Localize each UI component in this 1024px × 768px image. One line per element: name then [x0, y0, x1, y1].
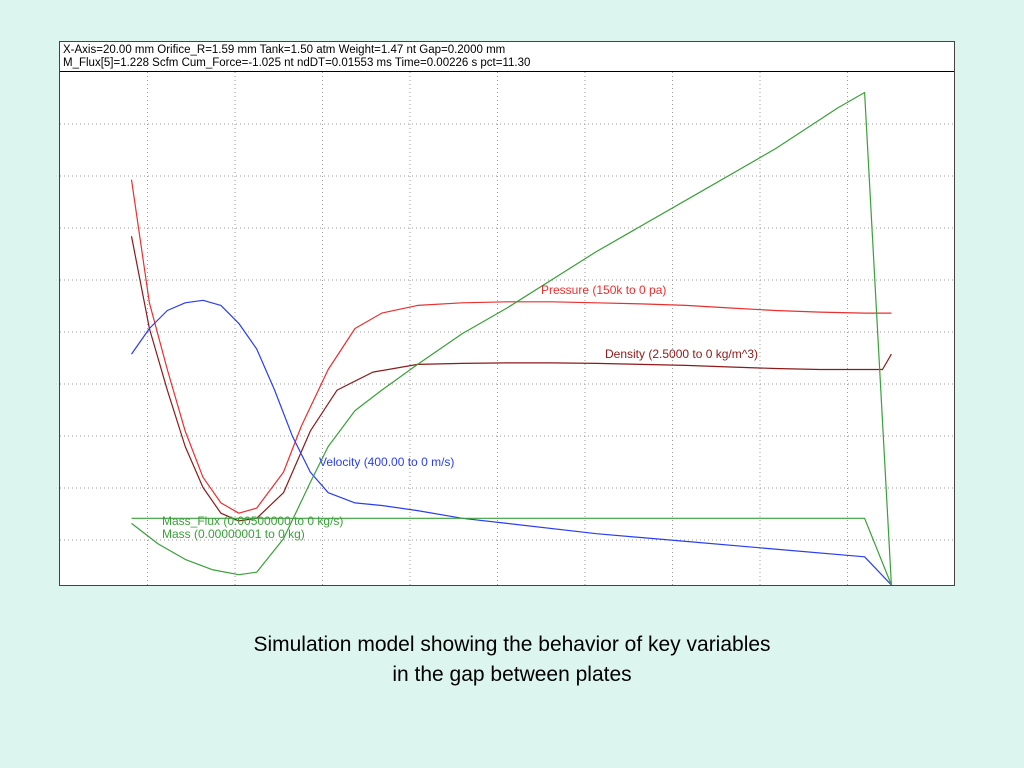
series-labels: Pressure (150k to 0 pa) Density (2.5000 t…	[162, 283, 758, 541]
series-line-density	[130, 236, 892, 522]
series-label-density: Density (2.5000 to 0 kg/m^3)	[605, 347, 758, 361]
plot-area: Pressure (150k to 0 pa) Density (2.5000 t…	[60, 72, 954, 585]
status-line-2: M_Flux[5]=1.228 Scfm Cum_Force=-1.025 nt…	[63, 57, 531, 69]
series-label-mass: Mass (0.00000001 to 0 kg)	[162, 527, 305, 541]
grid	[60, 72, 954, 585]
status-line-1: X-Axis=20.00 mm Orifice_R=1.59 mm Tank=1…	[63, 44, 506, 56]
series-line-pressure	[130, 179, 892, 514]
series-lines	[130, 91, 892, 585]
series-label-pressure: Pressure (150k to 0 pa)	[541, 283, 666, 297]
series-line-velocity	[131, 299, 892, 585]
caption-line-1: Simulation model showing the behavior of…	[253, 633, 771, 656]
series-line-mass	[131, 517, 892, 585]
series-label-mass: Mass_Flux (0.00500000 to 0 kg/s)	[162, 514, 343, 528]
status-bar: X-Axis=20.00 mm Orifice_R=1.59 mm Tank=1…	[60, 42, 954, 72]
series-line-mass	[131, 91, 892, 585]
caption-line-2: in the gap between plates	[392, 663, 632, 686]
series-label-velocity: Velocity (400.00 to 0 m/s)	[319, 455, 454, 469]
chart-window: X-Axis=20.00 mm Orifice_R=1.59 mm Tank=1…	[59, 41, 955, 586]
caption: Simulation model showing the behavior of…	[112, 630, 912, 690]
